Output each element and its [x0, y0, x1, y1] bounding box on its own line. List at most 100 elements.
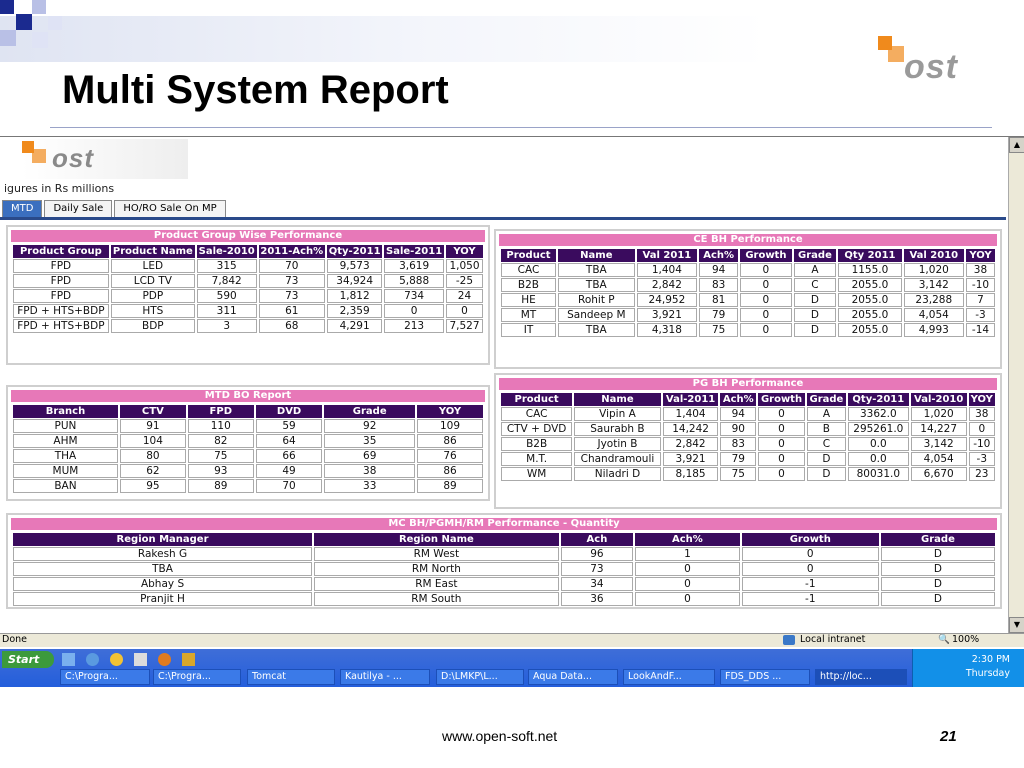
table-cell: 35 [324, 434, 416, 448]
clock-day: Thursday [965, 668, 1010, 679]
table-cell: 0 [740, 323, 792, 337]
vertical-scrollbar[interactable]: ▲ ▼ [1008, 137, 1024, 633]
title-band [0, 16, 1024, 62]
ce-bh-rows: CAC TBA 1,404 94 0 A 1155.0 1,020 38 B2B TBA 2,842 8… [501, 263, 995, 337]
ie-icon[interactable] [86, 653, 100, 666]
table-cell: -10 [968, 437, 995, 451]
zoom-level[interactable]: 100% [952, 634, 980, 645]
table-cell: 2055.0 [838, 278, 902, 292]
table-cell: 8,185 [662, 467, 719, 481]
taskbar-item[interactable]: C:\Progra... [60, 669, 150, 685]
taskbar-item-active[interactable]: http://loc... [815, 669, 907, 685]
table-cell: 104 [119, 434, 186, 448]
table-cell: TBA [13, 562, 313, 576]
table-cell: FPD + HTS+BDP [13, 319, 109, 333]
table-cell: 75 [187, 449, 254, 463]
col-header: Sale-2011 [384, 245, 444, 258]
table-cell: 0 [758, 407, 805, 421]
table-cell: 0 [445, 304, 483, 318]
table-cell: 4,291 [327, 319, 383, 333]
table-cell: RM North [314, 562, 559, 576]
table-cell: 311 [196, 304, 257, 318]
table-cell: 79 [720, 452, 757, 466]
table-cell: 79 [699, 308, 739, 322]
table-cell: D [880, 562, 995, 576]
taskbar-item[interactable]: FDS_DDS ... [720, 669, 810, 685]
table-cell: 38 [968, 407, 995, 421]
table-cell: IT [501, 323, 556, 337]
table-cell: 0 [758, 437, 805, 451]
taskbar-item[interactable]: C:\Progra... [153, 669, 241, 685]
product-group-rows: FPD LED 315 70 9,573 3,619 1,050 FPD LCD TV 7,842… [13, 259, 483, 333]
col-header: Grade [880, 533, 995, 546]
table-cell: 1,050 [445, 259, 483, 273]
table-cell: 24 [445, 289, 483, 303]
col-header: 2011-Ach% [258, 245, 326, 258]
table-cell: -3 [965, 308, 995, 322]
status-text: Done [2, 634, 27, 645]
table-cell: THA [13, 449, 118, 463]
table-cell: 1,020 [910, 407, 967, 421]
table-row: CTV + DVD Saurabh B 14,242 90 0 B 295261.0 14,2… [501, 422, 995, 436]
table-cell: Saurabh B [574, 422, 661, 436]
table-cell: 34,924 [327, 274, 383, 288]
table-cell: C [806, 437, 846, 451]
notepad-icon[interactable] [134, 653, 148, 666]
table-cell: D [880, 592, 995, 606]
taskbar-item[interactable]: D:\LMKP\L... [436, 669, 524, 685]
tab-ho-ro-sale[interactable]: HO/RO Sale On MP [114, 200, 226, 218]
scroll-up-icon[interactable]: ▲ [1009, 137, 1024, 153]
browser-screenshot: ost igures in Rs millions MTD Daily Sale… [0, 136, 1024, 687]
table-cell: 2,359 [327, 304, 383, 318]
table-cell: D [793, 308, 837, 322]
col-header: YOY [968, 393, 995, 406]
table-cell: 86 [417, 434, 483, 448]
taskbar-item[interactable]: Tomcat [247, 669, 335, 685]
mc-bh-title: MC BH/PGMH/RM Performance - Quantity [11, 518, 997, 530]
col-header: Growth [758, 393, 805, 406]
start-button[interactable]: Start [2, 651, 54, 668]
taskbar-item[interactable]: LookAndF... [623, 669, 715, 685]
table-cell: 0 [740, 308, 792, 322]
table-cell: 1 [635, 547, 740, 561]
taskbar-item[interactable]: Aqua Data... [528, 669, 618, 685]
table-cell: MUM [13, 464, 118, 478]
product-group-table: Product Group Product Name Sale-2010 201… [11, 244, 485, 334]
desktop-icon[interactable] [62, 653, 75, 666]
table-cell: 0 [758, 422, 805, 436]
table-row: Abhay S RM East 34 0 -1 D [13, 577, 995, 591]
table-cell: 68 [258, 319, 326, 333]
folder-icon[interactable] [182, 653, 196, 666]
table-cell: 96 [560, 547, 634, 561]
table-row: FPD LCD TV 7,842 73 34,924 5,888 -25 [13, 274, 483, 288]
col-header: Sale-2010 [196, 245, 257, 258]
scroll-down-icon[interactable]: ▼ [1009, 617, 1024, 633]
table-cell: D [793, 323, 837, 337]
table-row: BAN 95 89 70 33 89 [13, 479, 483, 493]
table-cell: 76 [417, 449, 483, 463]
tab-mtd[interactable]: MTD [2, 200, 43, 218]
messenger-icon[interactable] [110, 653, 124, 666]
table-cell: 3 [196, 319, 257, 333]
ce-bh-panel: CE BH Performance Product Name Val 2011 … [494, 229, 1002, 369]
col-header: YOY [445, 245, 483, 258]
taskbar-item[interactable]: Kautilya - ... [340, 669, 430, 685]
col-header: Product [501, 393, 573, 406]
table-cell: TBA [557, 278, 635, 292]
table-row: FPD + HTS+BDP BDP 3 68 4,291 213 7,527 [13, 319, 483, 333]
table-cell: 109 [417, 419, 483, 433]
table-cell: 0 [635, 592, 740, 606]
col-header: Ach% [720, 393, 757, 406]
col-header: Name [574, 393, 661, 406]
table-cell: 0 [741, 562, 879, 576]
firefox-icon[interactable] [158, 653, 172, 666]
table-cell: 24,952 [636, 293, 698, 307]
tab-daily-sale[interactable]: Daily Sale [44, 200, 113, 218]
table-cell: 92 [324, 419, 416, 433]
table-cell: B2B [501, 437, 573, 451]
table-cell: 0 [741, 547, 879, 561]
table-cell: PDP [110, 289, 195, 303]
table-cell: 315 [196, 259, 257, 273]
table-cell: PUN [13, 419, 118, 433]
table-cell: HE [501, 293, 556, 307]
